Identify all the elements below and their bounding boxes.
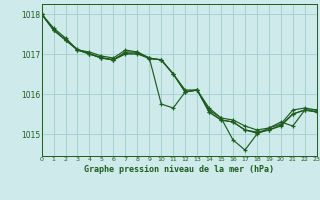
X-axis label: Graphe pression niveau de la mer (hPa): Graphe pression niveau de la mer (hPa) xyxy=(84,165,274,174)
